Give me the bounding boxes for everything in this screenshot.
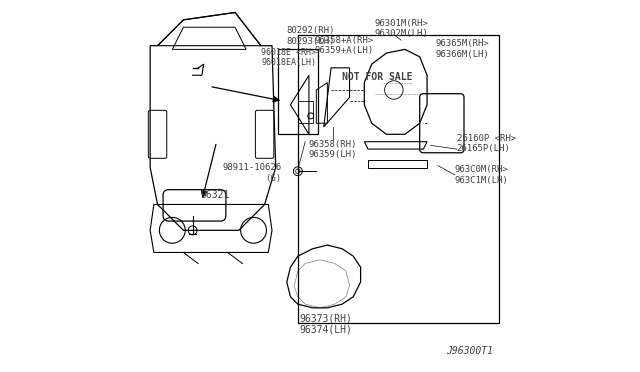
Text: 96365M(RH>
96366M(LH): 96365M(RH> 96366M(LH)	[435, 39, 489, 59]
Text: J96300T1: J96300T1	[447, 346, 493, 356]
Text: 96018E <RH>
96018EA(LH): 96018E <RH> 96018EA(LH)	[261, 48, 316, 67]
Text: 963C0M(RH>
963C1M(LH): 963C0M(RH> 963C1M(LH)	[455, 165, 509, 185]
Text: NOT FOR SALE: NOT FOR SALE	[342, 72, 412, 82]
Text: 26160P <RH>
26165P(LH): 26160P <RH> 26165P(LH)	[456, 134, 516, 153]
Text: 98911-10626
(G): 98911-10626 (G)	[222, 163, 281, 183]
Text: 96358(RH)
96359(LH): 96358(RH) 96359(LH)	[308, 140, 357, 159]
Text: 96358+A(RH>
96359+A(LH): 96358+A(RH> 96359+A(LH)	[314, 36, 374, 55]
Text: 96373(RH)
96374(LH): 96373(RH) 96374(LH)	[299, 313, 352, 335]
Text: 80292(RH)
80293(LH): 80292(RH) 80293(LH)	[287, 26, 335, 46]
Text: 96321: 96321	[200, 190, 230, 200]
Text: 96301M(RH>
96302M(LH): 96301M(RH> 96302M(LH)	[374, 19, 428, 38]
